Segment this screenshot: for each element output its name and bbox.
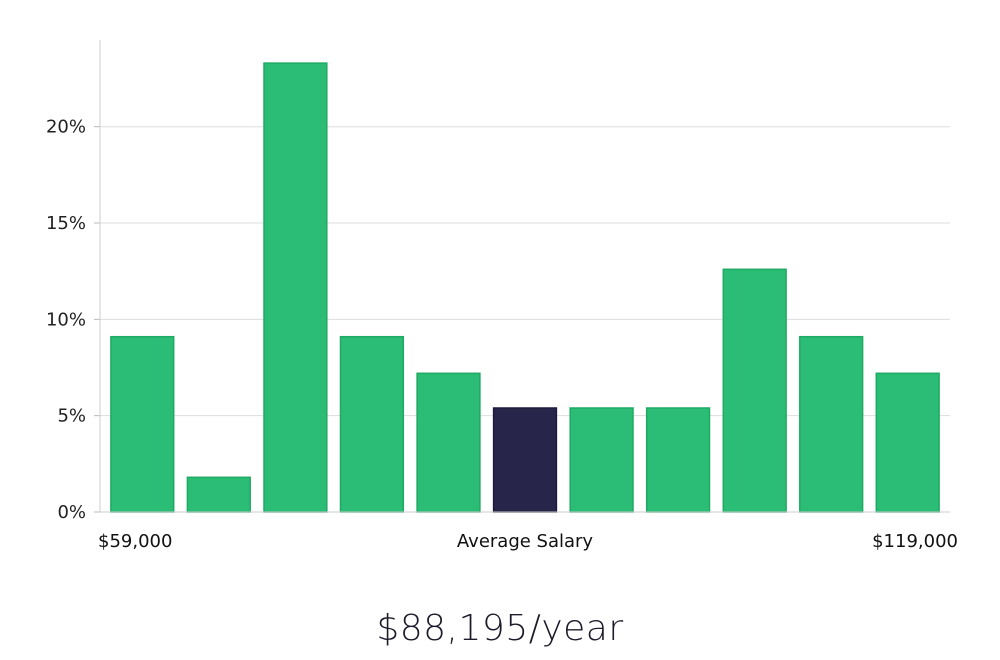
y-tick-label: 15% — [46, 213, 86, 234]
x-max-label: $119,000 — [872, 531, 958, 552]
y-tick-label: 20% — [46, 117, 86, 138]
bar — [722, 268, 787, 513]
bar — [263, 62, 328, 513]
bar — [569, 407, 634, 513]
salary-distribution-chart: 0% 5% 10% 15% 20% $59,000 Average Salary $11… — [46, 40, 958, 552]
bar — [339, 335, 405, 513]
bar — [645, 407, 711, 513]
x-min-label: $59,000 — [98, 531, 172, 552]
y-tick-label: 0% — [57, 502, 86, 523]
bar — [799, 335, 864, 513]
average-salary-value: $88,195/year — [376, 608, 624, 649]
bar — [875, 372, 940, 513]
y-tick-label: 5% — [57, 406, 86, 427]
bar — [416, 372, 481, 513]
bar — [186, 476, 251, 513]
x-center-label: Average Salary — [457, 531, 594, 552]
bars — [110, 62, 940, 513]
bar — [110, 335, 175, 513]
y-axis-ticks: 0% 5% 10% 15% 20% — [46, 117, 100, 523]
y-tick-label: 10% — [46, 309, 86, 330]
bar-average-salary — [492, 407, 558, 513]
